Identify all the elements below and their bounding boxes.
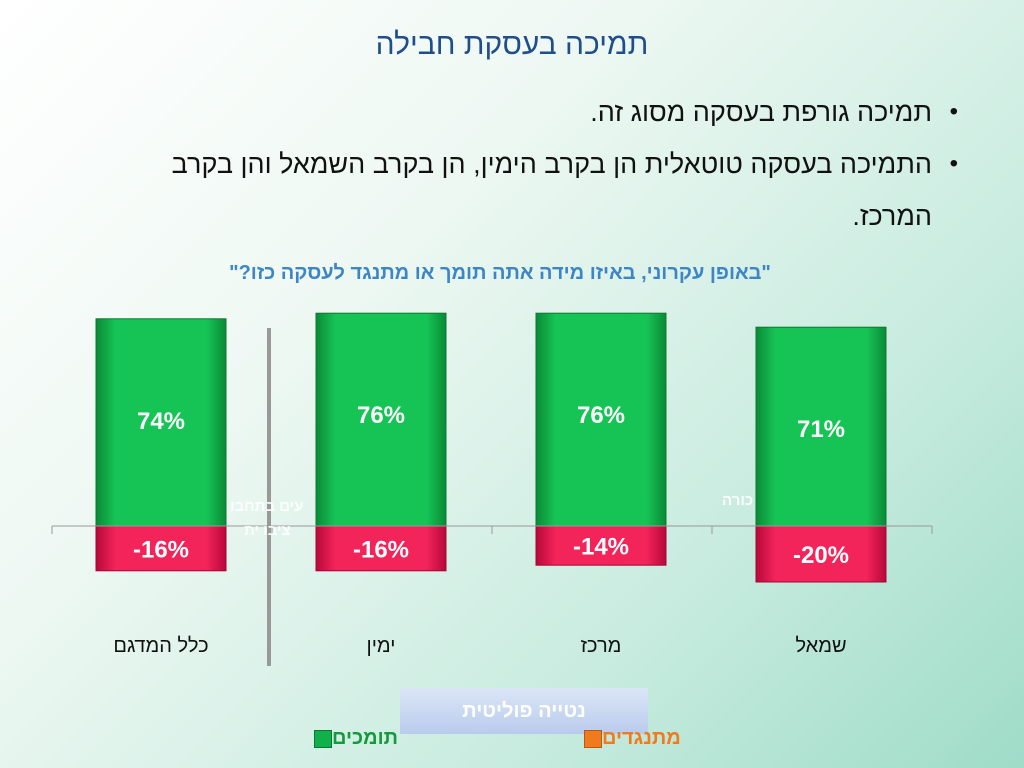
category-label-3: מרכז [580, 635, 622, 657]
bar-oppose-2 [315, 525, 447, 572]
bullet-item-1: • תמיכה גורפת בעסקה מסוג זה. [92, 86, 958, 138]
bullet-item-2: • התמיכה בעסקה טוטאלית הן בקרב הימין, הן… [92, 138, 958, 242]
slide-title: תמיכה בעסקת חבילה [375, 28, 649, 61]
data-label-oppose-2: -16% [353, 536, 409, 563]
category-divider [267, 328, 271, 666]
data-label-oppose-1: -16% [133, 536, 189, 563]
bullet-list: • תמיכה גורפת בעסקה מסוג זה. • התמיכה בע… [92, 86, 958, 242]
overlay-text-3: כורה [722, 492, 754, 509]
bullet-dot-2: • [949, 150, 958, 177]
data-label-support-3: 76% [577, 402, 625, 429]
category-label-2: ימין [366, 635, 396, 657]
category-label-4: שמאל [795, 635, 847, 657]
bar-support-4 [755, 326, 887, 527]
chart-title: "באופן עקרוני, באיזו מידה אתה תומך או מת… [229, 262, 771, 284]
data-label-support-4: 71% [797, 416, 845, 443]
bullet-text-1: תמיכה גורפת בעסקה מסוג זה. [590, 97, 932, 127]
data-label-oppose-3: -14% [573, 534, 629, 561]
bullet-dot-1: • [949, 98, 958, 125]
bar-oppose-4 [755, 525, 887, 583]
overlay-text-1: עים בתחבו [230, 498, 304, 515]
legend-support: תומכים [306, 727, 398, 750]
bar-support-3 [535, 312, 667, 527]
bar-support-2 [315, 312, 447, 527]
legend-support-swatch-icon [314, 729, 332, 748]
legend-oppose-label: מתנגדים [602, 727, 681, 749]
bullet-text-2: התמיכה בעסקה טוטאלית הן בקרב הימין, הן ב… [171, 149, 932, 231]
bar-support-1 [95, 318, 227, 527]
data-label-support-2: 76% [357, 402, 405, 429]
legend-oppose-swatch-icon [584, 729, 602, 748]
x-axis-label: נטייה פוליטית [400, 688, 648, 734]
bar-oppose-3 [535, 525, 667, 566]
bar-oppose-1 [95, 525, 227, 572]
data-label-oppose-4: -20% [793, 542, 849, 569]
category-label-1: כלל המדגם [113, 635, 209, 657]
overlay-text-2: ציבו ית [244, 522, 291, 539]
legend-oppose: מתנגדים [576, 727, 681, 750]
legend-support-label: תומכים [332, 727, 399, 749]
data-label-support-1: 74% [137, 408, 185, 435]
